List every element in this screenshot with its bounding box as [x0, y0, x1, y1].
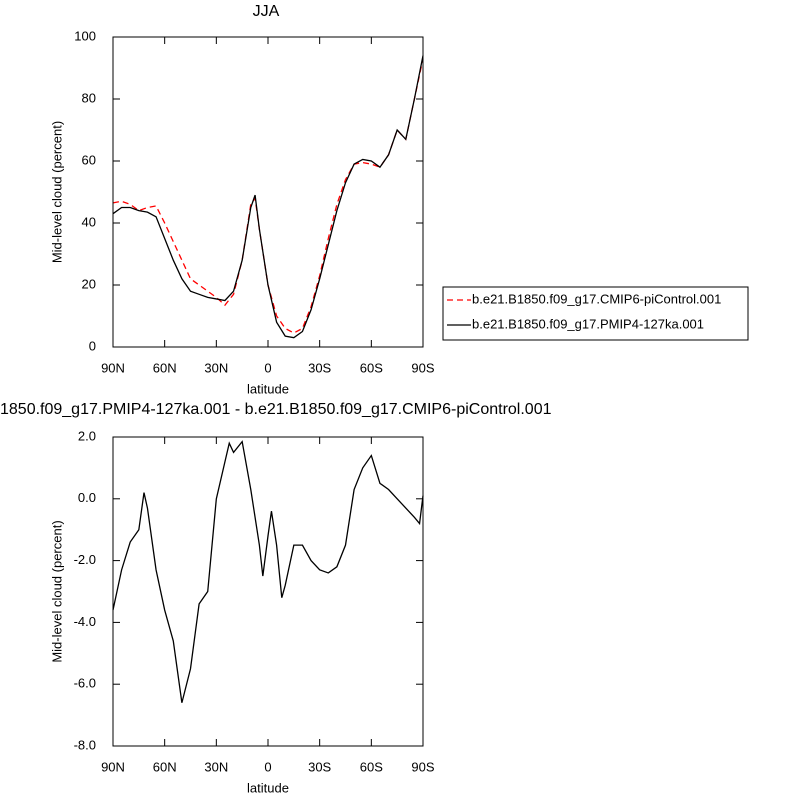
y-tick-label: -6.0 — [74, 676, 96, 691]
x-tick-label: 60N — [153, 360, 177, 375]
y-tick-label: 100 — [74, 28, 96, 43]
x-tick-label: 30S — [308, 360, 331, 375]
chart-title: JJA — [253, 3, 280, 20]
x-tick-label: 60S — [360, 759, 383, 774]
x-tick-label: 0 — [264, 360, 271, 375]
plot-frame — [112, 436, 424, 747]
y-tick-label: -4.0 — [74, 614, 96, 629]
y-axis-label: Mid-level cloud (percent) — [49, 121, 64, 263]
data-line — [112, 55, 424, 339]
y-tick-label: 0 — [89, 338, 96, 353]
x-axis-label: latitude — [247, 780, 289, 795]
data-line — [112, 440, 424, 703]
legend-box — [442, 286, 749, 341]
x-tick-label: 30N — [204, 759, 228, 774]
y-tick-label: 0.0 — [78, 490, 96, 505]
plot-frame — [112, 36, 424, 348]
y-tick-label: 2.0 — [78, 428, 96, 443]
x-tick-label: 30S — [308, 759, 331, 774]
x-tick-label: 90N — [101, 759, 125, 774]
x-tick-label: 90S — [411, 759, 434, 774]
y-tick-label: -2.0 — [74, 552, 96, 567]
y-tick-label: -8.0 — [74, 737, 96, 752]
y-tick-label: 80 — [82, 90, 96, 105]
x-axis-label: latitude — [247, 381, 289, 396]
x-tick-label: 90S — [411, 360, 434, 375]
y-tick-label: 60 — [82, 152, 96, 167]
x-tick-label: 0 — [264, 759, 271, 774]
x-tick-label: 60S — [360, 360, 383, 375]
x-tick-label: 60N — [153, 759, 177, 774]
data-line — [112, 58, 424, 334]
x-tick-label: 30N — [204, 360, 228, 375]
y-tick-label: 40 — [82, 214, 96, 229]
y-tick-label: 20 — [82, 276, 96, 291]
x-tick-label: 90N — [101, 360, 125, 375]
legend-label: b.e21.B1850.f09_g17.PMIP4-127ka.001 — [472, 316, 704, 331]
y-axis-label: Mid-level cloud (percent) — [49, 520, 64, 662]
chart-title: 1850.f09_g17.PMIP4-127ka.001 - b.e21.B18… — [0, 401, 552, 418]
legend-label: b.e21.B1850.f09_g17.CMIP6-piControl.001 — [472, 291, 721, 306]
